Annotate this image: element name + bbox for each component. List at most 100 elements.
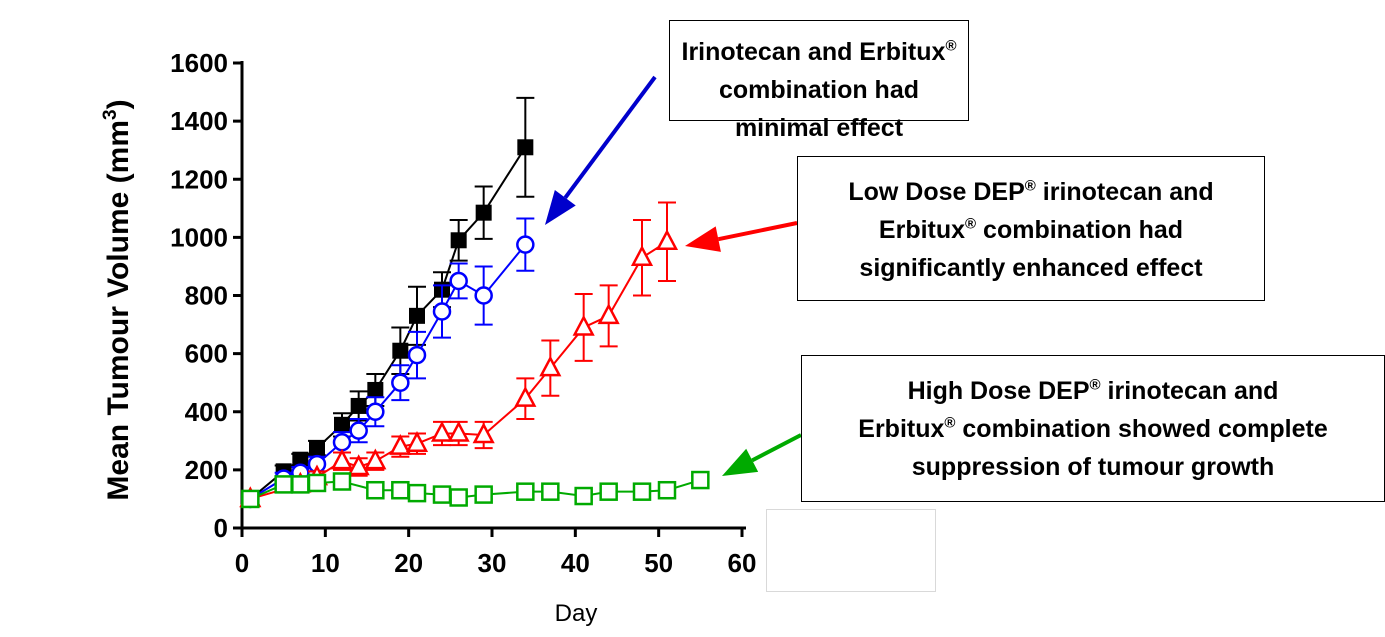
data-point	[472, 422, 495, 444]
data-point	[432, 485, 452, 504]
x-tick-label: 40	[561, 548, 590, 578]
y-tick-label: 800	[185, 281, 228, 311]
data-point	[516, 235, 535, 254]
y-tick-label: 1400	[170, 106, 228, 136]
y-axis-label-sup: 3	[100, 109, 121, 120]
data-point	[274, 475, 293, 494]
data-point	[516, 482, 535, 501]
annotation-minimal-line1: Irinotecan and Erbitux®	[681, 37, 957, 66]
data-point	[474, 485, 493, 504]
arrow-minimal-effect	[545, 75, 657, 225]
y-tick-label: 600	[185, 339, 228, 369]
data-point	[366, 402, 385, 421]
arrow-head	[722, 448, 759, 476]
arrow-head	[685, 226, 721, 252]
data-point	[389, 433, 412, 455]
data-point	[241, 489, 260, 509]
data-point	[349, 421, 368, 440]
data-point	[347, 454, 370, 476]
y-axis-label-main: Mean Tumour Volume (mm	[102, 120, 135, 501]
data-point	[407, 483, 427, 503]
arrow-head	[545, 189, 576, 225]
data-point	[367, 381, 384, 398]
arrow-shaft	[717, 221, 798, 242]
y-axis-label: Mean Tumour Volume (mm3)	[100, 99, 135, 500]
data-point	[332, 433, 352, 452]
annotation-low-dose: Low Dose DEP® irinotecan and Erbitux® co…	[797, 156, 1265, 301]
y-tick-label: 1000	[170, 222, 228, 252]
data-point	[630, 245, 654, 266]
data-point	[364, 448, 387, 470]
data-point	[332, 472, 352, 491]
series-open-square	[241, 470, 710, 509]
data-point	[475, 204, 492, 221]
annotation-low-line2: Erbitux® combination had	[878, 215, 1184, 244]
data-point	[334, 416, 350, 433]
data-point	[632, 482, 652, 501]
data-point	[291, 475, 310, 494]
arrow-shaft	[563, 75, 657, 199]
data-point	[450, 232, 467, 249]
arrow-high-dose	[722, 433, 802, 476]
arrow-shaft	[751, 433, 802, 463]
y-tick-label: 1200	[170, 164, 228, 194]
data-point	[307, 473, 327, 493]
x-tick-label: 30	[478, 548, 507, 578]
y-tick-label: 200	[185, 455, 228, 485]
data-point	[405, 431, 429, 452]
annotation-minimal-line2: combination had minimal effect	[719, 76, 919, 142]
series-filled-square	[241, 96, 535, 507]
y-tick-label: 400	[185, 397, 228, 427]
data-point	[517, 139, 534, 156]
data-point	[330, 448, 354, 470]
x-tick-label: 0	[235, 548, 249, 578]
annotation-high-line2: Erbitux® combination showed complete	[858, 414, 1328, 443]
data-point	[657, 480, 677, 500]
data-point	[392, 342, 409, 359]
x-tick-label: 10	[311, 548, 340, 578]
annotation-low-line3: significantly enhanced effect	[859, 254, 1203, 282]
data-point	[474, 286, 493, 305]
plot-area	[239, 96, 710, 509]
data-point	[572, 314, 595, 336]
x-tick-label: 50	[644, 548, 673, 578]
annotation-low-line1: Low Dose DEP® irinotecan and	[848, 177, 1214, 206]
annotation-arrows	[545, 75, 802, 476]
data-point	[432, 302, 452, 321]
data-point	[350, 397, 367, 414]
data-point	[541, 482, 560, 501]
annotation-high-line1: High Dose DEP® irinotecan and	[907, 376, 1279, 405]
data-point	[292, 451, 309, 468]
x-tick-label: 60	[728, 548, 757, 578]
data-point	[309, 440, 325, 457]
x-tick-label: 20	[394, 548, 423, 578]
data-point	[514, 386, 537, 407]
data-point	[391, 373, 410, 392]
y-tick-label: 0	[214, 513, 228, 543]
series-open-triangle	[239, 201, 679, 508]
data-point	[449, 488, 468, 507]
data-point	[574, 486, 593, 506]
annotation-high-line3: suppression of tumour growth	[911, 453, 1275, 481]
data-point	[447, 420, 470, 442]
annotation-high-dose: High Dose DEP® irinotecan and Erbitux® c…	[801, 355, 1385, 502]
data-point	[409, 307, 425, 324]
y-axis-label-close: )	[102, 99, 135, 109]
data-point	[391, 480, 410, 500]
data-point	[366, 480, 385, 500]
annotation-minimal-effect: Irinotecan and Erbitux® combination had …	[669, 20, 969, 142]
x-axis-label: Day	[555, 600, 598, 627]
data-point	[655, 229, 679, 250]
y-tick-label: 1600	[170, 48, 228, 78]
data-point	[407, 345, 427, 365]
axes: 0 200 400 600 800 1000 1200 1400 1600 0 10 20 30 40 50…	[170, 48, 756, 578]
data-point	[539, 355, 562, 377]
data-point	[599, 482, 618, 501]
data-point	[449, 271, 468, 291]
arrow-low-dose	[685, 221, 798, 252]
blank-overlay-box	[766, 509, 936, 592]
data-point	[597, 303, 620, 325]
data-point	[691, 470, 710, 490]
data-point	[430, 420, 454, 442]
